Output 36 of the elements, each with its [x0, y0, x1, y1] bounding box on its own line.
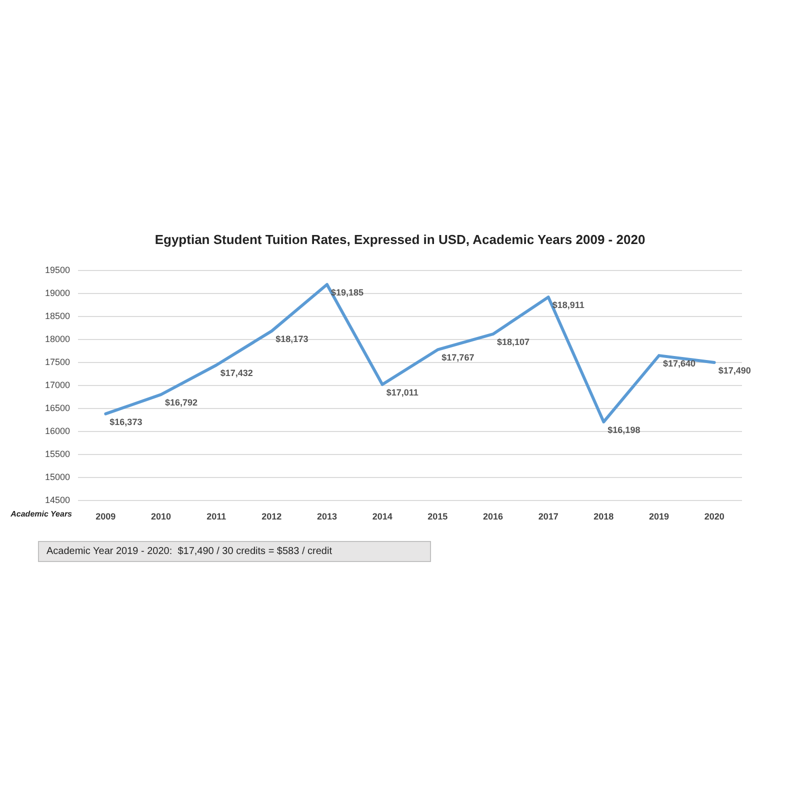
y-tick-label: 15500 [44, 449, 70, 459]
data-label: $16,198 [608, 424, 640, 435]
y-tick-label: 14500 [44, 495, 70, 505]
x-tick-label: 2011 [206, 512, 226, 522]
data-label: $17,011 [386, 387, 418, 398]
x-tick-label: 2019 [648, 512, 670, 522]
y-tick-label: 19000 [44, 288, 70, 298]
x-tick-label: 2015 [428, 512, 448, 522]
data-label: $17,640 [663, 358, 696, 369]
data-label: $18,107 [497, 337, 530, 348]
y-tick-label: 19500 [44, 265, 70, 275]
y-tick-label: 16000 [44, 426, 70, 436]
data-label: $17,767 [442, 352, 474, 363]
data-label: $18,173 [276, 334, 308, 344]
text: Academic Year 2019 - 2020: $17,490 / 30 credits = $583 / credit [46, 546, 332, 557]
data-label: $16,373 [110, 416, 142, 427]
y-tick-label: 18000 [44, 334, 70, 344]
x-tick-label: 2009 [96, 512, 116, 522]
y-tick-label: 17000 [44, 380, 70, 390]
data-label: $17,432 [220, 368, 253, 378]
chart-title: Egyptian Student Tuition Rates, Expressed in USD, Academic Years 2009 - 2020 [154, 232, 646, 247]
x-tick-label: 2014 [372, 512, 392, 522]
x-tick-label: 2018 [594, 512, 614, 522]
x-tick-label: 2010 [150, 512, 172, 522]
x-tick-label: 2012 [262, 512, 282, 522]
x-tick-label: 2017 [538, 512, 558, 522]
y-tick-label: 15000 [44, 472, 70, 482]
y-tick-label: 18500 [44, 311, 70, 321]
y-tick-label: 17500 [44, 357, 70, 367]
x-axis-title: Academic Years [10, 510, 73, 518]
data-label: $17,490 [718, 365, 751, 376]
x-tick-label: 2013 [316, 512, 338, 522]
data-label: $16,792 [165, 398, 198, 408]
x-tick-label: 2020 [704, 512, 724, 522]
x-tick-label: 2016 [482, 512, 504, 522]
y-tick-label: 16500 [44, 403, 70, 413]
